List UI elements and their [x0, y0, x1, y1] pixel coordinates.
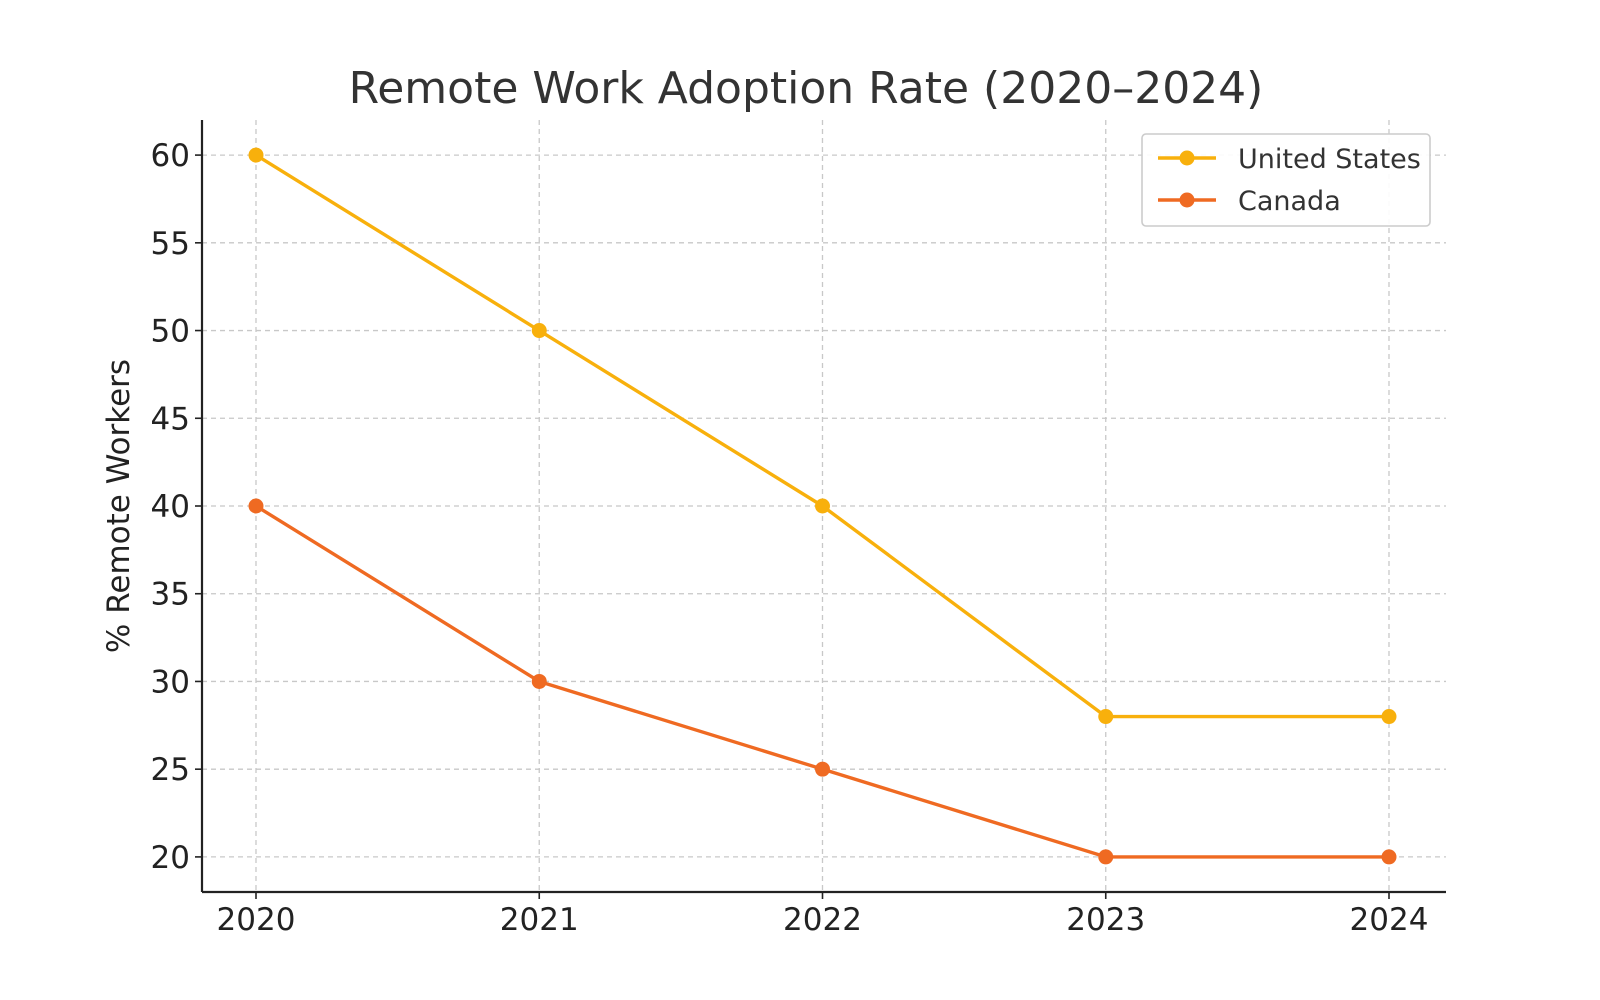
y-tick-label: 45 [151, 401, 190, 437]
legend-label: Canada [1238, 186, 1341, 217]
legend: United States Canada [1141, 133, 1431, 227]
y-tick-label: 20 [151, 840, 190, 876]
y-tick-label: 55 [151, 226, 190, 262]
data-point [531, 323, 547, 339]
y-tick-label: 50 [151, 314, 190, 350]
data-point [1098, 709, 1114, 725]
y-tick-label: 40 [151, 489, 190, 525]
x-tick-label: 2021 [500, 902, 579, 938]
grid [202, 120, 1446, 892]
x-tick-label: 2022 [783, 902, 862, 938]
y-tick-label: 35 [151, 577, 190, 613]
y-tick-label: 25 [151, 752, 190, 788]
chart-title: Remote Work Adoption Rate (2020–2024) [349, 63, 1264, 114]
data-point [815, 498, 830, 514]
x-tick-label: 2023 [1066, 902, 1145, 938]
data-point [531, 673, 547, 689]
y-axis-label: % Remote Workers [101, 359, 137, 653]
x-tick-label: 2024 [1350, 902, 1429, 938]
data-point [248, 147, 264, 163]
y-tick-label: 30 [151, 664, 190, 700]
series-0 [248, 147, 1397, 725]
data-point [1381, 709, 1397, 725]
series-group [248, 147, 1397, 865]
legend-entry: Canada [1158, 186, 1341, 217]
legend-entry: United States [1158, 144, 1421, 175]
x-axis-ticks: 2020 2021 2022 2023 2024 [217, 892, 1429, 938]
data-point [248, 498, 264, 514]
y-tick-label: 60 [151, 138, 190, 174]
legend-label: United States [1238, 144, 1421, 175]
x-tick-label: 2020 [217, 902, 296, 938]
data-point [815, 761, 830, 777]
y-axis-ticks: 20 25 30 35 40 45 50 55 60 [151, 138, 202, 876]
data-point [1381, 849, 1397, 865]
legend-marker [1179, 150, 1195, 166]
data-point [1098, 849, 1114, 865]
series-1 [248, 498, 1397, 865]
legend-marker [1179, 192, 1195, 208]
